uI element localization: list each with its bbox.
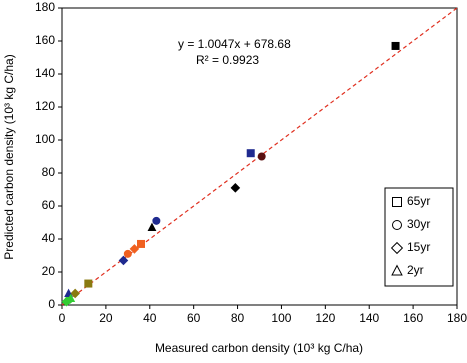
x-tick-label: 120 — [315, 311, 335, 325]
y-tick-label: 140 — [35, 66, 55, 80]
legend-symbol — [392, 197, 402, 207]
x-tick-label: 160 — [403, 311, 423, 325]
x-tick-label: 0 — [59, 311, 66, 325]
y-tick-label: 80 — [42, 165, 56, 179]
point — [84, 279, 93, 288]
legend-symbol — [391, 264, 403, 276]
point — [61, 296, 72, 307]
x-tick-label: 100 — [271, 311, 291, 325]
x-tick-label: 180 — [447, 311, 467, 325]
x-tick-label: 60 — [187, 311, 201, 325]
legend-label: 30yr — [407, 217, 430, 231]
point — [118, 255, 129, 266]
point — [123, 249, 132, 258]
x-tick-label: 80 — [231, 311, 245, 325]
y-tick-label: 20 — [42, 264, 56, 278]
point — [70, 288, 80, 299]
y-tick-label: 100 — [35, 132, 55, 146]
legend-symbol — [390, 241, 404, 255]
legend-label: 15yr — [407, 240, 430, 254]
plot-area — [61, 7, 458, 306]
y-tick-label: 120 — [35, 99, 55, 113]
point — [152, 216, 161, 225]
x-tick-label: 20 — [99, 311, 113, 325]
r-squared: R² = 0.9923 — [196, 53, 259, 67]
point — [147, 222, 157, 232]
legend-box — [384, 187, 454, 287]
y-tick-label: 0 — [48, 297, 55, 311]
equation: y = 1.0047x + 678.68 — [178, 37, 291, 51]
point — [391, 41, 400, 50]
legend-label: 65yr — [407, 194, 430, 208]
point — [129, 244, 140, 254]
point — [230, 183, 241, 193]
x-tick-label: 40 — [143, 311, 157, 325]
y-tick-label: 180 — [35, 0, 55, 14]
y-tick-label: 60 — [42, 198, 56, 212]
y-tick-label: 40 — [42, 231, 56, 245]
point — [257, 152, 266, 161]
x-axis-label: Measured carbon density (10³ kg C/ha) — [155, 341, 363, 355]
legend-symbol — [392, 220, 402, 230]
x-tick-label: 140 — [359, 311, 379, 325]
point — [246, 149, 255, 158]
y-axis-label: Predicted carbon density (10³ kg C/ha) — [2, 54, 16, 259]
y-tick-label: 160 — [35, 33, 55, 47]
point — [66, 293, 76, 302]
point — [137, 239, 145, 248]
legend-label: 2yr — [407, 263, 424, 277]
